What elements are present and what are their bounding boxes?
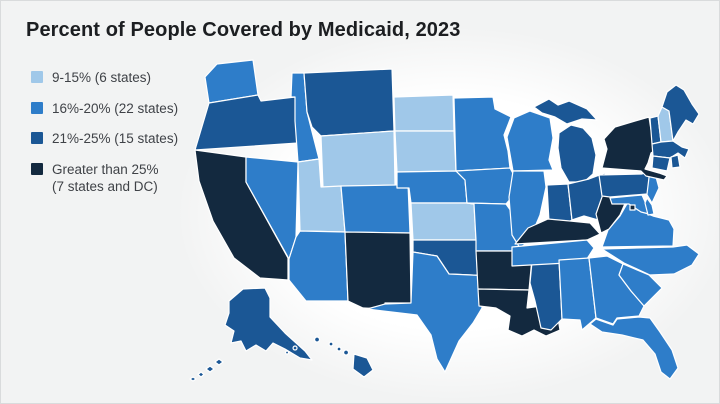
state-NM — [344, 231, 412, 310]
legend-item-21-25: 21%-25% (15 states) — [31, 130, 178, 148]
state-CT — [651, 155, 671, 172]
legend-label-over-25: Greater than 25% (7 states and DC) — [52, 161, 159, 195]
state-OR — [194, 94, 299, 151]
state-SD — [394, 130, 457, 173]
state-NC — [601, 244, 700, 276]
state-FL — [589, 316, 679, 380]
legend: 9-15% (6 states) 16%-20% (22 states) 21%… — [31, 69, 178, 209]
state-MT — [303, 68, 395, 137]
legend-swatch-21-25 — [31, 132, 43, 145]
state-HI — [285, 336, 374, 378]
state-WY — [320, 130, 396, 189]
state-WI — [506, 110, 554, 172]
state-ME — [661, 84, 700, 142]
legend-item-16-20: 16%-20% (22 states) — [31, 100, 178, 118]
legend-label-21-25: 21%-25% (15 states) — [52, 131, 179, 147]
state-MN — [453, 96, 512, 172]
state-KS — [410, 202, 477, 241]
state-PA — [598, 168, 651, 198]
legend-label-9-15: 9-15% (6 states) — [52, 70, 152, 85]
legend-item-over-25: Greater than 25% (7 states and DC) — [31, 161, 178, 196]
state-MA — [651, 140, 690, 159]
state-DC — [629, 204, 636, 211]
state-LA — [477, 288, 561, 337]
chart-title: Percent of People Covered by Medicaid, 2… — [26, 19, 461, 41]
state-AK — [189, 287, 313, 382]
state-MI — [533, 98, 598, 183]
legend-swatch-over-25 — [31, 162, 43, 175]
state-RI — [670, 154, 681, 169]
state-KY — [514, 218, 601, 245]
legend-label-16-20: 16%-20% (22 states) — [52, 100, 179, 116]
state-DE — [644, 197, 655, 216]
legend-swatch-9-15 — [31, 71, 43, 83]
legend-swatch-16-20 — [31, 101, 43, 114]
state-ND — [393, 94, 455, 132]
state-MD — [609, 194, 650, 215]
state-AZ — [288, 230, 349, 302]
state-WA — [204, 59, 259, 104]
legend-item-9-15: 9-15% (6 states) — [31, 69, 178, 87]
state-CO — [340, 183, 411, 234]
